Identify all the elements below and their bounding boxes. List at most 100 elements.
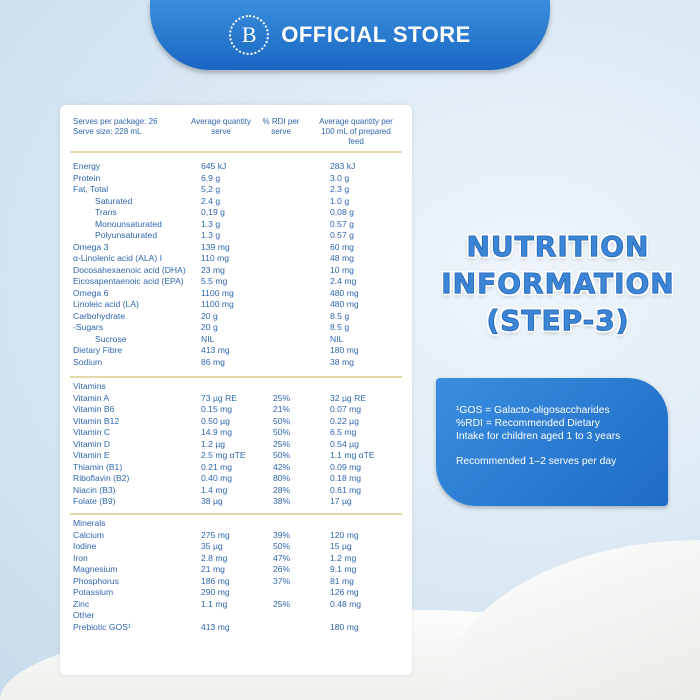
cell-avg-serve: 0.21 mg <box>201 461 233 472</box>
cell-per100: 3.0 g <box>330 172 350 183</box>
cell-nutrient: Protein <box>73 172 101 183</box>
cell-nutrient: Thiamin (B1) <box>73 461 123 472</box>
cell-nutrient: Vitamin B12 <box>73 415 120 426</box>
cell-avg-serve: 186 mg <box>201 575 230 586</box>
cell-avg-serve: 110 mg <box>201 253 230 263</box>
table-row: Calcium 275 mg 39% 120 mg <box>60 530 412 542</box>
table-row: Riboflavin (B2) 0.40 mg 80% 0.18 mg <box>60 473 412 485</box>
cell-rdi: 50% <box>273 450 291 460</box>
cell-avg-serve: 86 mg <box>201 356 225 367</box>
cell-rdi: 25% <box>273 438 291 449</box>
cell-nutrient: Folate (B9) <box>73 496 116 506</box>
cell-avg-serve: 2.5 mg αTE <box>201 450 246 460</box>
table-row: Monounsaturated 1.3 g 0.57 g <box>60 219 412 231</box>
cell-nutrient: Minerals <box>73 518 106 528</box>
cell-avg-serve: 23 mg <box>201 264 225 275</box>
cell-avg-serve: 20 g <box>201 322 218 332</box>
cell-per100: 15 µg <box>330 541 352 551</box>
cell-avg-serve: 413 mg <box>201 345 230 355</box>
cell-nutrient: Vitamin B6 <box>73 404 115 414</box>
cell-avg-serve: 1.3 g <box>201 218 221 229</box>
cell-avg-serve: 21 mg <box>201 564 225 574</box>
cell-avg-serve: 275 mg <box>201 529 230 540</box>
header-per100: Average quantity per 100 mL of prepared … <box>319 117 393 146</box>
table-row: Dietary Fibre 413 mg 180 mg <box>60 345 412 357</box>
cell-per100: 120 mg <box>330 529 359 540</box>
cell-per100: 48 mg <box>330 253 354 263</box>
cell-avg-serve: 290 mg <box>201 587 230 597</box>
logo-letter: B <box>241 22 257 47</box>
table-header: Serves per package: 26 Serve size: 228 mL… <box>60 117 412 157</box>
cell-avg-serve: 2.8 mg <box>201 552 228 563</box>
cell-per100: 2.4 mg <box>330 276 357 286</box>
cell-rdi: 38% <box>273 496 291 506</box>
divider <box>70 513 402 515</box>
table-row: -Sugars 20 g 8.5 g <box>60 322 412 334</box>
table-row: Iron 2.8 mg 47% 1.2 mg <box>60 553 412 565</box>
table-row: Trans 0,19 g 0,08 g <box>60 207 412 219</box>
cell-per100: 0.57 g <box>330 218 354 229</box>
serve-size: Serve size: 228 mL <box>73 127 142 136</box>
table-row: Linoleic acid (LA) 1100 mg 480 mg <box>60 299 412 311</box>
table-row: Vitamin E 2.5 mg αTE 50% 1.1 mg αTE <box>60 450 412 462</box>
table-row: Energy 645 kJ 283 kJ <box>60 161 412 173</box>
divider <box>70 151 402 153</box>
cell-avg-serve: 35 µg <box>201 541 223 551</box>
cell-avg-serve: NIL <box>201 333 215 344</box>
cell-avg-serve: 6.9 g <box>201 172 221 183</box>
cell-avg-serve: 14.9 mg <box>201 427 233 437</box>
nutrition-heading: NUTRITION INFORMATION (STEP-3) <box>440 228 676 339</box>
table-row: Omega 3 139 mg 60 mg <box>60 242 412 254</box>
cell-nutrient: Sucrose <box>95 333 127 344</box>
cell-nutrient: Vitamin D <box>73 438 111 449</box>
header-avg-serve: Average quantity serve <box>191 117 251 136</box>
table-row: Potassium 290 mg 126 mg <box>60 587 412 599</box>
cell-nutrient: Niacin (B3) <box>73 484 116 495</box>
table-row: Magnesium 21 mg 26% 9.1 mg <box>60 564 412 576</box>
cell-rdi: 47% <box>273 552 291 563</box>
cell-nutrient: Other <box>73 610 95 620</box>
cell-rdi: 21% <box>273 404 291 414</box>
cell-avg-serve: 5.5 mg <box>201 276 228 286</box>
heading-line: NUTRITION <box>466 230 650 264</box>
cell-per100: 283 kJ <box>330 161 356 171</box>
cell-avg-serve: 1100 mg <box>201 287 234 298</box>
cell-per100: 1.1 mg αTE <box>330 450 375 460</box>
brand-logo: B <box>229 15 270 55</box>
table-row: Docosahexaenoic acid (DHA) 23 mg 10 mg <box>60 265 412 277</box>
cell-per100: 60 mg <box>330 241 354 252</box>
cell-per100: 0.48 mg <box>330 598 362 609</box>
cell-avg-serve: 73 µg RE <box>201 392 238 403</box>
cell-per100: 8.5 g <box>330 310 350 321</box>
cell-per100: 126 mg <box>330 587 359 597</box>
cell-avg-serve: 0.40 mg <box>201 473 233 483</box>
cell-nutrient: Linoleic acid (LA) <box>73 299 139 309</box>
cell-per100: 480 mg <box>330 287 359 298</box>
table-row: Vitamin B12 0.50 µg 50% 0.22 µg <box>60 416 412 428</box>
divider <box>70 376 402 378</box>
cell-nutrient: Iodine <box>73 541 97 551</box>
cell-per100: 0.18 mg <box>330 473 362 483</box>
table-row: α-Linolenic acid (ALA) I 110 mg 48 mg <box>60 253 412 265</box>
table-row: Saturated 2.4 g 1.0 g <box>60 196 412 208</box>
cell-nutrient: Polyunsaturated <box>95 230 158 240</box>
cell-per100: 38 mg <box>330 356 354 367</box>
cell-nutrient: Sodium <box>73 356 103 367</box>
cell-rdi: 26% <box>273 564 291 574</box>
cell-rdi: 25% <box>273 392 291 403</box>
serving-recommendation: Recommended 1–2 serves per day <box>456 456 617 468</box>
store-title: OFFICIAL STORE <box>281 22 471 47</box>
cell-rdi: 42% <box>273 461 291 472</box>
cell-per100: 9.1 mg <box>330 564 357 574</box>
cell-avg-serve: 0.15 mg <box>201 404 233 414</box>
table-row: Carbohydrate 20 g 8.5 g <box>60 311 412 323</box>
cell-rdi: 28% <box>273 484 291 495</box>
cell-per100: 6.5 mg <box>330 427 357 437</box>
cell-nutrient: Energy <box>73 161 101 171</box>
cell-per100: 0,08 g <box>330 207 354 217</box>
heading-line: INFORMATION <box>441 267 675 301</box>
cell-nutrient: Dietary Fibre <box>73 345 123 355</box>
cell-nutrient: Zinc <box>73 598 90 609</box>
table-row: Phosphorus 186 mg 37% 81 mg <box>60 576 412 588</box>
rdi-note-cont: Intake for children aged 1 to 3 years <box>456 430 621 442</box>
